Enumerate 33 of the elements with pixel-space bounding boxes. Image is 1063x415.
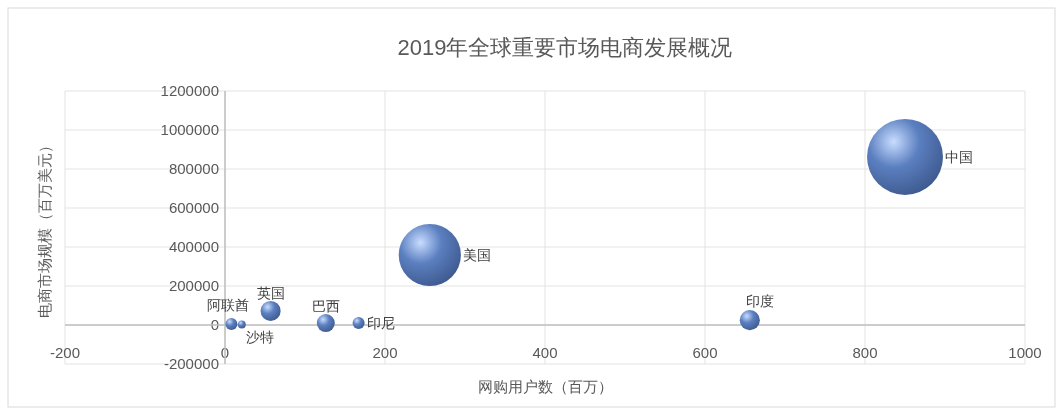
x-tick-label: 600: [692, 344, 718, 361]
y-tick-label: 600000: [168, 199, 219, 216]
印度: 印度: [739, 293, 774, 331]
y-tick-label: 400000: [168, 238, 219, 255]
series-label: 中国: [945, 148, 973, 165]
series-label: 阿联酋: [207, 297, 250, 314]
series-label: 巴西: [311, 298, 340, 315]
x-tick-label: 1000: [1008, 344, 1042, 361]
series-label: 英国: [256, 284, 285, 301]
x-tick-label: 200: [372, 344, 398, 361]
y-tick-label: 200000: [168, 277, 219, 294]
巴西: 巴西: [311, 298, 340, 333]
x-tick-label: 400: [532, 344, 558, 361]
y-tick-label: 800000: [168, 160, 219, 177]
series-label: 印度: [745, 293, 774, 310]
y-tick-label: 1200000: [160, 82, 219, 99]
chart-title: 2019年全球重要市场电商发展概况: [397, 35, 733, 60]
英国: 英国: [256, 284, 285, 321]
series-label: 美国: [462, 246, 491, 263]
series-label: 印尼: [366, 315, 395, 332]
印尼: 印尼: [352, 315, 395, 332]
x-tick-label: 0: [220, 344, 230, 361]
y-axis-title: 电商市场规模（百万美元）: [36, 137, 53, 318]
x-axis-title: 网购用户数（百万）: [477, 378, 613, 395]
x-tick-label: -200: [49, 344, 81, 361]
y-tick-label: 1000000: [160, 121, 219, 138]
y-tick-label: 0: [210, 316, 219, 333]
中国: 中国: [867, 118, 973, 195]
x-tick-label: 800: [852, 344, 878, 361]
沙特: 沙特: [237, 320, 274, 346]
y-tick-label: -200000: [163, 355, 219, 372]
series-label: 沙特: [245, 329, 274, 346]
美国: 美国: [398, 223, 491, 287]
